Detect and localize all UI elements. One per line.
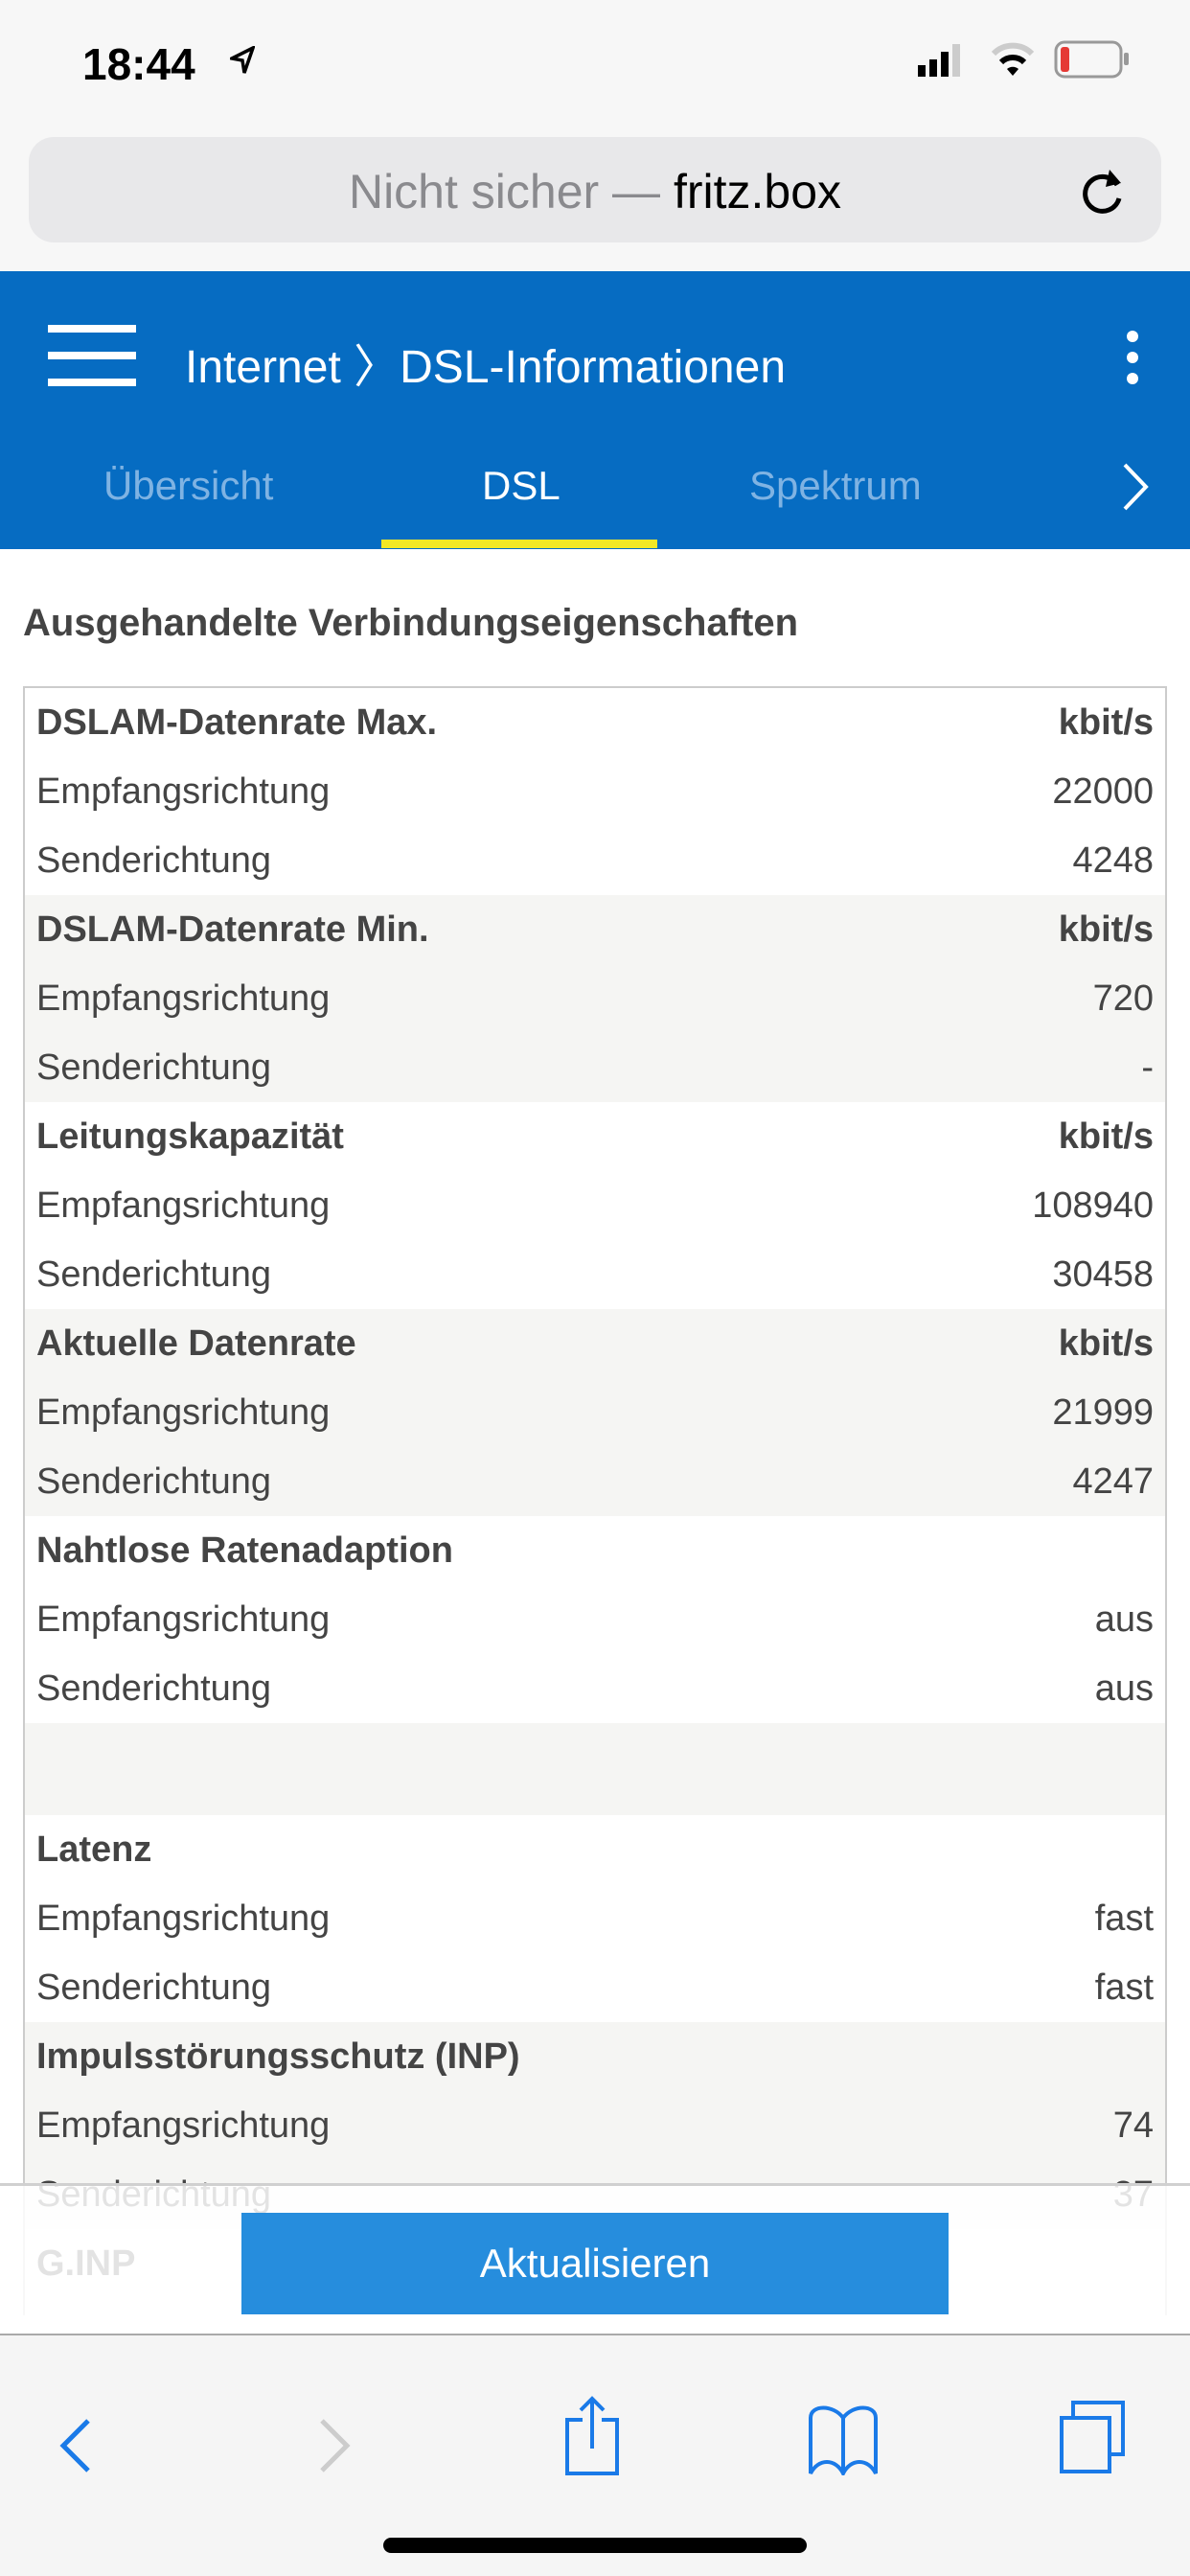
- share-icon[interactable]: [561, 2395, 623, 2475]
- row-label: Empfangsrichtung: [36, 1184, 331, 1226]
- breadcrumb-separator-icon: 〉: [354, 342, 400, 393]
- table-row: Senderichtung 4248: [25, 826, 1165, 895]
- location-arrow-icon: [230, 46, 255, 74]
- row-label: Impulsstörungsschutz (INP): [36, 2036, 520, 2077]
- row-value: kbit/s: [1058, 908, 1154, 950]
- row-label: DSLAM-Datenrate Max.: [36, 702, 438, 743]
- signal-icon: [918, 44, 960, 77]
- security-label: Nicht sicher —: [348, 165, 661, 218]
- reload-icon[interactable]: [1081, 166, 1127, 218]
- row-value: 4247: [1072, 1460, 1154, 1502]
- browser-toolbar: [0, 2334, 1190, 2576]
- action-bar: Aktualisieren: [0, 2183, 1190, 2334]
- row-value: aus: [1094, 1598, 1154, 1640]
- battery-icon: [1054, 40, 1129, 79]
- row-label: Aktuelle Datenrate: [36, 1322, 356, 1364]
- breadcrumb-parent[interactable]: Internet: [185, 342, 341, 393]
- app-header: Internet 〉DSL-Informationen Übersicht DS…: [0, 271, 1190, 549]
- row-value: 22000: [1052, 770, 1154, 812]
- refresh-button[interactable]: Aktualisieren: [241, 2213, 949, 2314]
- row-label: Senderichtung: [36, 1460, 272, 1502]
- home-indicator: [383, 2538, 807, 2553]
- wifi-icon: [991, 42, 1035, 76]
- clock: 18:44: [82, 39, 195, 89]
- tabs-icon[interactable]: [1058, 2399, 1127, 2475]
- row-value: 108940: [1032, 1184, 1154, 1226]
- active-tab-indicator: [381, 540, 657, 548]
- row-value: kbit/s: [1058, 702, 1154, 743]
- table-row: Empfangsrichtung aus: [25, 1585, 1165, 1654]
- bookmarks-icon[interactable]: [805, 2404, 881, 2475]
- row-value: 720: [1092, 978, 1154, 1019]
- connection-properties-table: DSLAM-Datenrate Max. kbit/s Empfangsrichtu…: [23, 686, 1167, 2315]
- row-label: Nahtlose Ratenadaption: [36, 1530, 453, 1571]
- section-title: Ausgehandelte Verbindungseigenschaften: [23, 602, 799, 644]
- back-icon[interactable]: [56, 2417, 94, 2474]
- table-row: Senderichtung 30458: [25, 1240, 1165, 1309]
- group-header-row: Impulsstörungsschutz (INP): [25, 2022, 1165, 2091]
- status-bar: 18:44: [0, 0, 1190, 134]
- row-label: Senderichtung: [36, 1254, 272, 1295]
- row-label: Senderichtung: [36, 840, 272, 881]
- row-label: Empfangsrichtung: [36, 770, 331, 812]
- table-row: Empfangsrichtung 22000: [25, 757, 1165, 826]
- group-header-row: Latenz: [25, 1815, 1165, 1884]
- row-label: Senderichtung: [36, 1046, 272, 1088]
- table-row: Senderichtung aus: [25, 1654, 1165, 1723]
- row-label: Empfangsrichtung: [36, 1392, 331, 1433]
- group-header-row: Leitungskapazität kbit/s: [25, 1102, 1165, 1171]
- row-value: fast: [1094, 1898, 1154, 1939]
- tabs-next-chevron-icon[interactable]: [1121, 463, 1150, 511]
- spacer-row: [25, 1723, 1165, 1815]
- table-row: Senderichtung 4247: [25, 1447, 1165, 1516]
- tab-dsl[interactable]: DSL: [482, 463, 561, 508]
- hamburger-menu-icon[interactable]: [48, 325, 136, 386]
- table-row: Empfangsrichtung 720: [25, 964, 1165, 1033]
- breadcrumb-current: DSL-Informationen: [400, 342, 787, 393]
- row-label: Senderichtung: [36, 1966, 272, 2008]
- tab-spektrum[interactable]: Spektrum: [749, 463, 922, 508]
- group-header-row: DSLAM-Datenrate Min. kbit/s: [25, 895, 1165, 964]
- group-header-row: Aktuelle Datenrate kbit/s: [25, 1309, 1165, 1378]
- row-value: 30458: [1052, 1254, 1154, 1295]
- url-host: fritz.box: [673, 165, 842, 218]
- table-row: Empfangsrichtung fast: [25, 1884, 1165, 1953]
- breadcrumb: Internet 〉DSL-Informationen: [185, 329, 786, 396]
- group-header-row: Nahtlose Ratenadaption: [25, 1516, 1165, 1585]
- row-label: Senderichtung: [36, 1668, 272, 1709]
- group-header-row: DSLAM-Datenrate Max. kbit/s: [25, 688, 1165, 757]
- table-row: Empfangsrichtung 108940: [25, 1171, 1165, 1240]
- table-row: Senderichtung -: [25, 1033, 1165, 1102]
- row-value: fast: [1094, 1966, 1154, 2008]
- row-value: kbit/s: [1058, 1116, 1154, 1157]
- row-value: 21999: [1052, 1392, 1154, 1433]
- table-row: Senderichtung fast: [25, 1953, 1165, 2022]
- row-label: Empfangsrichtung: [36, 1898, 331, 1939]
- row-label: Empfangsrichtung: [36, 2104, 331, 2146]
- row-value: 74: [1112, 2104, 1154, 2146]
- row-label: Empfangsrichtung: [36, 978, 331, 1019]
- row-label: Leitungskapazität: [36, 1116, 344, 1157]
- table-row: Empfangsrichtung 21999: [25, 1378, 1165, 1447]
- row-label: Latenz: [36, 1828, 152, 1870]
- row-value: -: [1141, 1046, 1154, 1088]
- row-label: Empfangsrichtung: [36, 1598, 331, 1640]
- table-row: Empfangsrichtung 74: [25, 2091, 1165, 2160]
- row-value: 4248: [1072, 840, 1154, 881]
- row-value: kbit/s: [1058, 1322, 1154, 1364]
- row-value: aus: [1094, 1668, 1154, 1709]
- more-options-icon[interactable]: [1121, 329, 1144, 386]
- tab-uebersicht[interactable]: Übersicht: [103, 463, 274, 508]
- row-label: DSLAM-Datenrate Min.: [36, 908, 429, 950]
- forward-icon[interactable]: [316, 2417, 355, 2474]
- address-bar[interactable]: Nicht sicher — fritz.box: [29, 137, 1161, 242]
